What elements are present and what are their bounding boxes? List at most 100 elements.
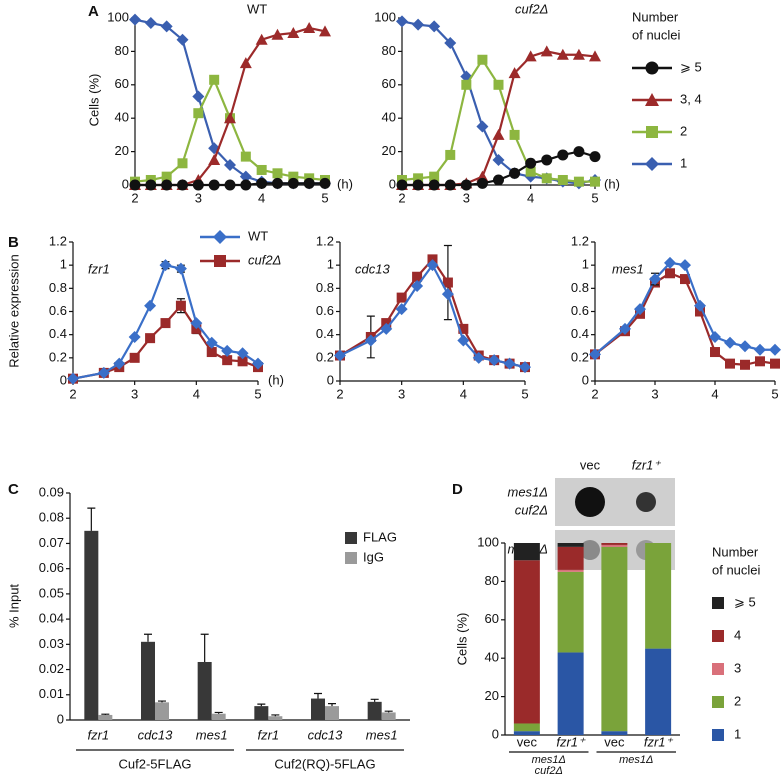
marker bbox=[429, 171, 440, 182]
marker bbox=[492, 128, 505, 140]
y-tick-label: 80 bbox=[382, 43, 396, 58]
y-tick-label: 100 bbox=[374, 9, 396, 24]
marker bbox=[680, 274, 690, 285]
legend-label: cuf2Δ bbox=[248, 252, 281, 267]
bar-segment bbox=[601, 544, 628, 547]
y-tick-label: 0.4 bbox=[49, 326, 67, 341]
marker bbox=[380, 322, 393, 335]
marker bbox=[412, 179, 424, 191]
x-tick-label: 2 bbox=[131, 190, 138, 205]
x-tick-label: fzr1 bbox=[87, 727, 109, 742]
marker bbox=[694, 299, 706, 312]
marker bbox=[303, 177, 315, 189]
bar bbox=[268, 716, 283, 720]
y-tick-label: 80 bbox=[115, 43, 129, 58]
marker bbox=[161, 179, 173, 191]
marker bbox=[395, 303, 408, 316]
marker bbox=[740, 359, 750, 370]
marker bbox=[509, 129, 520, 140]
y-tick-label: 0 bbox=[60, 372, 67, 387]
y-tick-label: 0.05 bbox=[39, 585, 64, 600]
spot bbox=[636, 492, 656, 512]
marker bbox=[129, 179, 141, 191]
x-tick-label: mes1 bbox=[196, 727, 228, 742]
x-tick-label: fzr1⁺ bbox=[556, 734, 586, 749]
marker bbox=[67, 372, 79, 385]
marker bbox=[224, 179, 236, 191]
marker bbox=[256, 177, 268, 189]
marker bbox=[724, 336, 736, 349]
marker bbox=[444, 179, 456, 191]
legend-title: Number bbox=[712, 544, 759, 559]
y-tick-label: 1.2 bbox=[571, 233, 589, 248]
marker bbox=[557, 174, 568, 185]
marker bbox=[458, 323, 469, 334]
legend-swatch bbox=[712, 630, 724, 642]
legend-label: 1 bbox=[680, 155, 687, 170]
marker bbox=[519, 361, 531, 374]
y-tick-label: 0.8 bbox=[49, 280, 67, 295]
legend-swatch bbox=[712, 597, 724, 609]
marker bbox=[128, 330, 141, 343]
marker bbox=[572, 48, 585, 60]
legend-title: of nuclei bbox=[632, 27, 681, 42]
marker bbox=[488, 354, 501, 367]
y-tick-label: 0 bbox=[57, 711, 64, 726]
panel-label: B bbox=[8, 234, 19, 251]
marker bbox=[144, 17, 157, 30]
bar-segment bbox=[513, 731, 540, 735]
marker bbox=[770, 358, 780, 369]
y-tick-label: 0.03 bbox=[39, 636, 64, 651]
bar-segment bbox=[557, 571, 584, 653]
marker bbox=[710, 347, 720, 358]
bar bbox=[311, 698, 325, 720]
legend-swatch bbox=[712, 729, 724, 741]
y-tick-label: 0.08 bbox=[39, 510, 64, 525]
group-label: cuf2Δ bbox=[535, 765, 563, 776]
marker bbox=[441, 288, 454, 301]
series-line bbox=[594, 272, 776, 366]
x-tick-label: 3 bbox=[463, 190, 470, 205]
series-line bbox=[72, 303, 259, 380]
spot-row-label: mes1Δ bbox=[507, 484, 548, 499]
legend-label: 3 bbox=[734, 660, 741, 675]
group-label: mes1Δ bbox=[532, 754, 566, 766]
bar-segment bbox=[513, 560, 540, 724]
y-tick-label: 0.4 bbox=[571, 326, 589, 341]
marker bbox=[540, 45, 553, 57]
error-bar bbox=[158, 700, 166, 703]
marker bbox=[145, 179, 157, 191]
marker bbox=[589, 151, 601, 163]
marker bbox=[193, 108, 204, 119]
x-tick-label: 5 bbox=[591, 190, 598, 205]
legend-swatch bbox=[712, 696, 724, 708]
panel-label: A bbox=[88, 3, 99, 20]
marker bbox=[525, 166, 536, 177]
marker bbox=[287, 177, 299, 189]
legend-label: IgG bbox=[363, 549, 384, 564]
marker bbox=[477, 54, 488, 65]
marker bbox=[524, 50, 537, 62]
bar-segment bbox=[645, 648, 672, 735]
marker bbox=[287, 27, 300, 39]
x-tick-label: 2 bbox=[398, 190, 405, 205]
y-tick-label: 1 bbox=[327, 257, 334, 272]
y-tick-label: 1.2 bbox=[49, 233, 67, 248]
error-bar bbox=[384, 710, 393, 713]
chart-title: WT bbox=[247, 1, 267, 16]
marker bbox=[224, 158, 236, 171]
x-axis-label: (h) bbox=[604, 176, 620, 191]
y-tick-label: 0.2 bbox=[316, 349, 334, 364]
marker bbox=[461, 79, 472, 90]
marker bbox=[145, 333, 156, 344]
x-tick-label: mes1 bbox=[366, 727, 398, 742]
marker bbox=[665, 268, 675, 279]
x-axis-label: (h) bbox=[337, 176, 353, 191]
y-tick-label: 60 bbox=[115, 76, 129, 91]
marker bbox=[272, 168, 283, 179]
marker bbox=[177, 158, 188, 169]
spot-column-label: fzr1⁺ bbox=[632, 457, 662, 472]
marker bbox=[208, 179, 220, 191]
x-tick-label: cdc13 bbox=[308, 727, 343, 742]
